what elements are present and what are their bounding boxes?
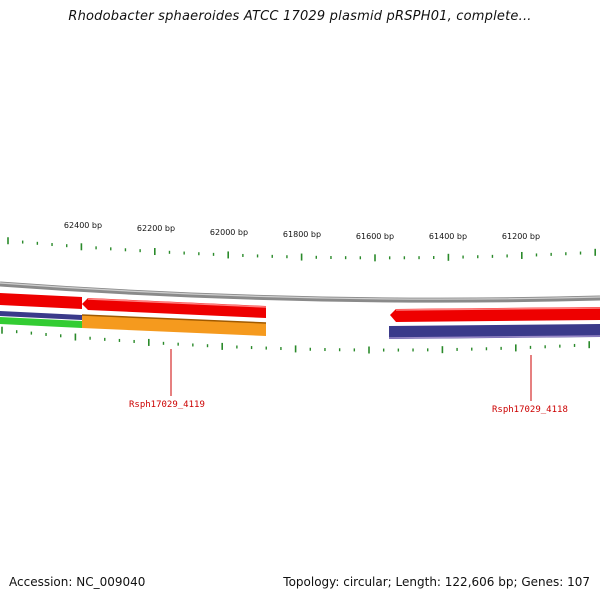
gene-feature-highlight <box>395 307 600 311</box>
gene-feature-rsph17029-4119-red[interactable] <box>82 298 266 318</box>
gene-label-rsph17029-4119[interactable]: Rsph17029_4119 <box>129 400 205 410</box>
gene-label-rsph17029-4118[interactable]: Rsph17029_4118 <box>492 405 568 415</box>
ruler-label: 62200 bp <box>137 224 175 233</box>
gene-feature-left-red[interactable] <box>0 293 82 309</box>
topology-summary: Topology: circular; Length: 122,606 bp; … <box>283 575 590 589</box>
ruler-label: 61200 bp <box>502 232 540 241</box>
ruler-label: 62000 bp <box>210 228 248 237</box>
plasmid-backbone-highlight <box>0 282 600 300</box>
gene-feature-left-purple[interactable] <box>0 311 82 320</box>
ruler-label: 61600 bp <box>356 232 394 241</box>
gene-feature-left-green[interactable] <box>0 317 82 328</box>
plasmid-backbone <box>0 281 600 303</box>
gene-feature-rsph17029-4118-red[interactable] <box>390 307 600 322</box>
ruler-labels: 62400 bp 62200 bp 62000 bp 61800 bp 61600 bp… <box>64 221 540 241</box>
ruler-label: 61800 bp <box>283 230 321 239</box>
ruler-label: 62400 bp <box>64 221 102 230</box>
accession-text: Accession: NC_009040 <box>9 575 146 589</box>
map-title: Rhodobacter sphaeroides ATCC 17029 plasm… <box>68 9 532 24</box>
gene-feature-orange-edge <box>81 314 267 324</box>
gene-feature-highlight <box>87 298 267 308</box>
gene-feature-purple-edge <box>388 335 600 339</box>
ruler-ticks-inner <box>1 326 591 354</box>
ruler-ticks-outer <box>7 237 597 262</box>
ruler-label: 61400 bp <box>429 232 467 241</box>
gene-feature-rsph17029-4118-purple[interactable] <box>389 324 600 339</box>
gene-feature-rsph17029-4119-orange[interactable] <box>82 315 266 336</box>
